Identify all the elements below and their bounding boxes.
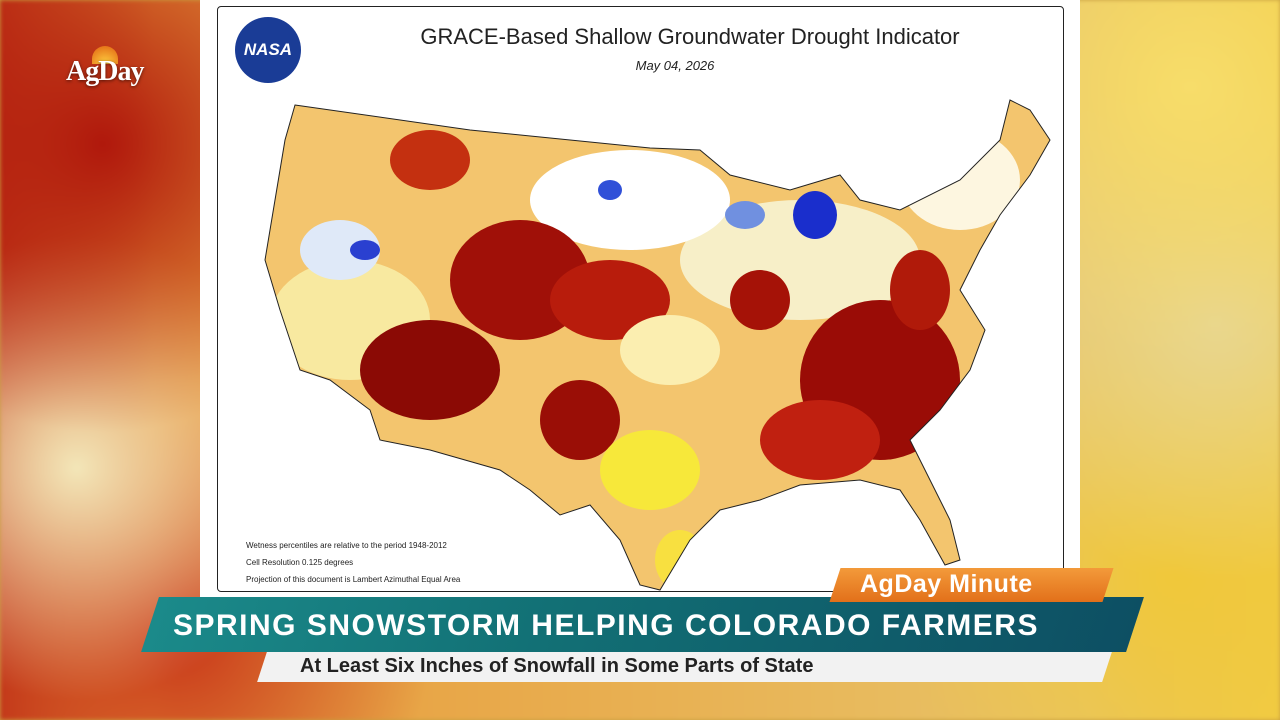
logo-sun — [92, 46, 118, 64]
map-date: May 04, 2026 — [635, 58, 715, 73]
map-note: Wetness percentiles are relative to the … — [246, 541, 447, 550]
map-note: Cell Resolution 0.125 degrees — [246, 558, 354, 567]
segment-tag-text: AgDay Minute — [860, 570, 1033, 598]
logo-text: AgDay — [66, 56, 144, 87]
map-panel: NASA GRACE-Based Shallow Groundwater Dro… — [200, 0, 1080, 600]
map-note: Projection of this document is Lambert A… — [246, 575, 461, 584]
map-notes: Wetness percentiles are relative to the … — [246, 537, 460, 588]
subheadline: At Least Six Inches of Snowfall in Some … — [300, 655, 814, 677]
headline: SPRING SNOWSTORM HELPING COLORADO FARMER… — [173, 609, 1039, 642]
us-drought-map — [264, 99, 1051, 591]
channel-logo: AgDay — [64, 46, 174, 90]
map-fill — [265, 100, 1050, 590]
map-title: GRACE-Based Shallow Groundwater Drought … — [420, 24, 960, 49]
nasa-logo: NASA — [235, 17, 301, 83]
us-outline — [264, 99, 1051, 591]
map-frame — [217, 6, 1064, 592]
